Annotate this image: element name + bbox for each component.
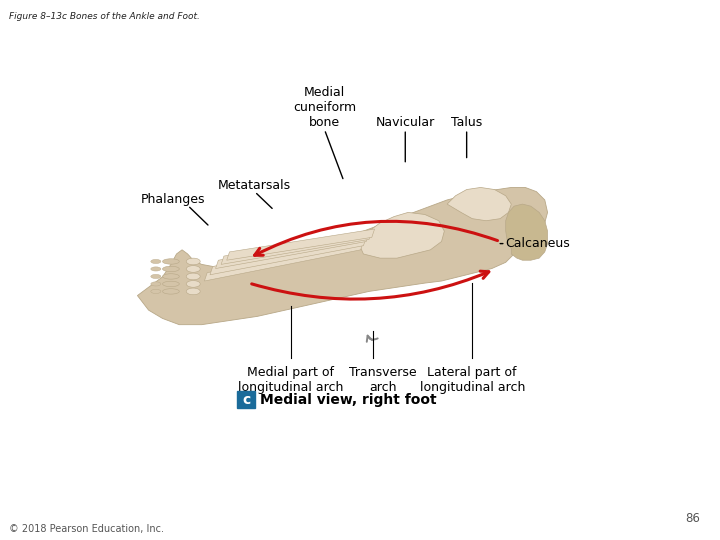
Ellipse shape: [186, 266, 200, 272]
Polygon shape: [505, 204, 547, 260]
Text: 86: 86: [685, 512, 700, 525]
Ellipse shape: [186, 281, 200, 287]
Text: c: c: [242, 393, 251, 407]
Polygon shape: [227, 229, 374, 260]
Ellipse shape: [150, 282, 161, 286]
Ellipse shape: [186, 258, 200, 265]
Ellipse shape: [163, 266, 179, 272]
Text: Metatarsals: Metatarsals: [218, 179, 291, 192]
Polygon shape: [361, 212, 444, 258]
Text: Medial
cuneiform
bone: Medial cuneiform bone: [293, 86, 356, 129]
Ellipse shape: [150, 274, 161, 279]
Text: Talus: Talus: [451, 116, 482, 129]
Ellipse shape: [163, 274, 179, 279]
Text: Figure 8–13c Bones of the Ankle and Foot.: Figure 8–13c Bones of the Ankle and Foot…: [9, 12, 199, 21]
Text: Navicular: Navicular: [376, 116, 435, 129]
Ellipse shape: [163, 281, 179, 287]
Polygon shape: [447, 187, 511, 221]
Ellipse shape: [186, 288, 200, 295]
Text: Transverse
arch: Transverse arch: [349, 366, 417, 394]
Ellipse shape: [163, 259, 179, 264]
Text: Medial part of
longitudinal arch: Medial part of longitudinal arch: [238, 366, 343, 394]
Polygon shape: [210, 238, 366, 275]
Text: Lateral part of
longitudinal arch: Lateral part of longitudinal arch: [420, 366, 525, 394]
Text: Calcaneus: Calcaneus: [505, 237, 570, 250]
Ellipse shape: [150, 259, 161, 264]
Ellipse shape: [150, 289, 161, 294]
Polygon shape: [215, 233, 369, 268]
Text: Medial view, right foot: Medial view, right foot: [260, 393, 437, 407]
Polygon shape: [221, 231, 372, 265]
Ellipse shape: [150, 267, 161, 271]
Polygon shape: [204, 241, 364, 281]
Ellipse shape: [163, 289, 179, 294]
Ellipse shape: [186, 273, 200, 280]
Polygon shape: [138, 187, 547, 325]
Text: Phalanges: Phalanges: [140, 193, 204, 206]
FancyBboxPatch shape: [238, 391, 255, 408]
Text: © 2018 Pearson Education, Inc.: © 2018 Pearson Education, Inc.: [9, 523, 163, 534]
